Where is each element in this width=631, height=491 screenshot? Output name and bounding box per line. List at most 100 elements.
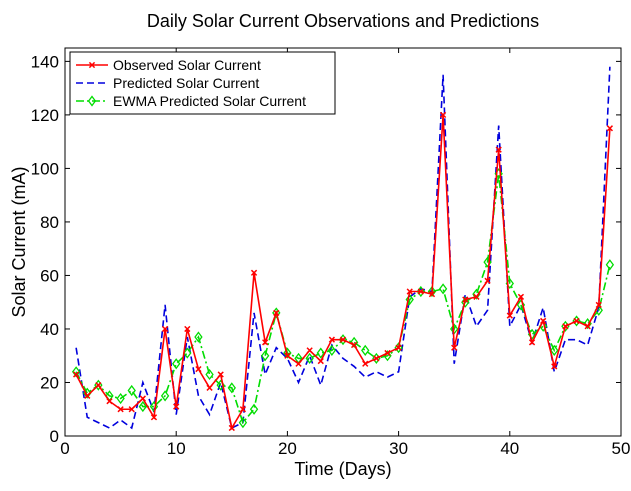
plot-area-frame: [64, 47, 622, 437]
x-tick-label: 0: [60, 439, 69, 458]
x-axis-label: Time (Days): [294, 459, 391, 479]
legend-marker: [87, 95, 97, 107]
data-point: [238, 417, 248, 429]
data-point: [95, 382, 102, 389]
data-point: [183, 347, 192, 359]
data-point: [606, 125, 614, 132]
data-point: [317, 357, 324, 365]
data-point: [506, 312, 513, 319]
data-point: [116, 392, 125, 405]
data-point: [373, 355, 380, 362]
data-point: [128, 406, 135, 413]
data-point: [438, 283, 448, 295]
data-point: [405, 293, 414, 306]
data-point: [605, 259, 615, 271]
data-point: [473, 293, 480, 300]
series-line: [75, 114, 611, 431]
y-tick-label: 0: [50, 427, 59, 446]
data-point: [139, 395, 146, 402]
data-point: [250, 269, 258, 276]
data-point: [106, 398, 113, 405]
chart-title: Daily Solar Current Observations and Pre…: [147, 11, 539, 31]
series-line: [75, 66, 611, 430]
legend-marker: [88, 61, 96, 69]
data-point: [395, 344, 402, 351]
legend-label: Observed Solar Current: [113, 57, 261, 73]
data-point: [239, 406, 247, 413]
data-point: [451, 344, 458, 351]
data-point: [550, 344, 559, 356]
data-point: [305, 352, 314, 364]
data-point: [462, 296, 469, 303]
data-point: [228, 424, 235, 432]
data-point: [217, 371, 224, 378]
y-tick-label: 20: [40, 373, 59, 392]
data-point: [316, 347, 325, 359]
x-tick-label: 20: [278, 439, 297, 458]
data-point: [517, 293, 525, 300]
y-tick-label: 40: [40, 320, 59, 339]
series-line: [75, 173, 611, 425]
data-point: [328, 336, 336, 343]
data-point: [173, 403, 180, 410]
data-point: [71, 366, 81, 378]
series-0: [72, 111, 614, 432]
data-point: [427, 285, 437, 298]
data-point: [461, 296, 470, 308]
x-tick-label: 10: [167, 439, 186, 458]
y-tick-label: 80: [40, 213, 59, 232]
legend-label: Predicted Solar Current: [113, 75, 259, 91]
y-tick-label: 140: [31, 52, 59, 71]
legend: Observed Solar Current Predicted Solar Cu…: [69, 51, 336, 115]
data-point: [562, 323, 569, 330]
data-point: [339, 336, 347, 343]
data-point: [273, 309, 280, 317]
data-point: [295, 360, 302, 367]
data-point: [361, 344, 370, 356]
y-tick-label: 100: [31, 159, 59, 178]
x-tick-label: 50: [612, 439, 631, 458]
data-point: [184, 325, 191, 333]
data-point: [428, 291, 436, 298]
data-point: [72, 371, 80, 378]
data-point: [249, 403, 259, 415]
data-point: [484, 277, 491, 284]
data-point: [227, 382, 236, 394]
data-point: [406, 288, 413, 295]
data-point: [84, 392, 91, 399]
series-1: [75, 66, 611, 430]
data-point: [349, 336, 359, 348]
data-point: [439, 111, 447, 119]
data-point: [306, 347, 313, 354]
data-point: [528, 339, 536, 346]
data-point: [172, 358, 181, 370]
data-point: [540, 317, 547, 325]
data-point: [573, 317, 580, 325]
data-point: [283, 347, 292, 359]
data-point: [195, 365, 202, 373]
data-point: [595, 301, 602, 309]
data-point: [260, 350, 270, 362]
x-axis: 0 10 20 30 40 50: [60, 48, 630, 458]
data-point: [327, 344, 337, 356]
data-point: [160, 390, 170, 402]
y-tick-label: 120: [31, 106, 59, 125]
data-point: [417, 288, 424, 295]
data-point: [495, 146, 502, 153]
data-point: [138, 400, 148, 413]
data-point: [584, 323, 591, 330]
data-point: [161, 325, 169, 333]
data-point: [551, 363, 558, 370]
data-point: [127, 384, 136, 397]
y-axis: 0 20 40 60 80 100 120 140: [31, 52, 621, 446]
data-point: [206, 384, 213, 391]
data-point: [350, 341, 358, 349]
data-point: [284, 352, 291, 359]
y-axis-label: Solar Current (mA): [9, 166, 29, 317]
legend-box: [69, 51, 336, 115]
legend-label: EWMA Predicted Solar Current: [113, 93, 306, 109]
data-point: [194, 331, 203, 343]
x-tick-label: 40: [500, 439, 519, 458]
data-point: [150, 414, 158, 421]
